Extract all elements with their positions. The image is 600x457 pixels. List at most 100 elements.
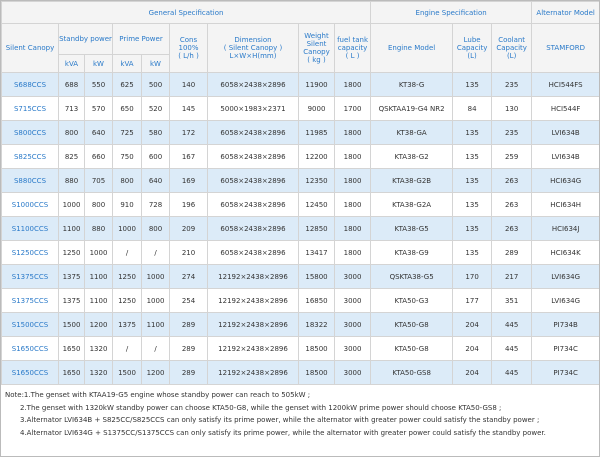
- table-cell: QSKTA38-G5: [370, 264, 454, 289]
- table-cell: 1800: [333, 192, 372, 217]
- table-cell: 289: [169, 336, 208, 361]
- model-cell: S800CCS: [1, 120, 59, 145]
- table-cell: 12192×2438×2896: [207, 288, 299, 313]
- table-cell: 274: [169, 264, 208, 289]
- table-cell: 3000: [333, 360, 372, 385]
- table-cell: 289: [169, 360, 208, 385]
- table-cell: 688: [58, 72, 85, 97]
- data-row: S1375CCS 1375 1100 1250 1000 274 12192×2438×28…: [1, 264, 599, 289]
- spec-table: General Specification Engine Specificatio…: [1, 1, 599, 385]
- table-cell: 135: [452, 192, 493, 217]
- table-cell: 725: [112, 120, 142, 145]
- table-cell: 1320: [84, 360, 113, 385]
- data-row: S1100CCS 1100 880 1000 800 209 6058×2438×2896 1…: [1, 216, 599, 241]
- table-cell: 728: [141, 192, 170, 217]
- table-cell: 500: [141, 72, 170, 97]
- table-cell: 1100: [58, 216, 85, 241]
- table-cell: 1000: [58, 192, 85, 217]
- table-cell: 1650: [58, 360, 85, 385]
- table-cell: LVI634G: [531, 288, 599, 313]
- table-cell: 16850: [298, 288, 335, 313]
- column-header: fuel tank capacity( L ): [333, 23, 372, 73]
- header-line: Engine Model: [387, 44, 436, 52]
- table-cell: 1700: [333, 96, 372, 121]
- table-cell: 6058×2438×2896: [207, 192, 299, 217]
- table-cell: 580: [141, 120, 170, 145]
- table-cell: 520: [141, 96, 170, 121]
- table-cell: 3000: [333, 264, 372, 289]
- table-cell: 12192×2438×2896: [207, 312, 299, 337]
- table-cell: 209: [169, 216, 208, 241]
- table-cell: 910: [112, 192, 142, 217]
- table-cell: 1000: [141, 264, 170, 289]
- header-line: ( kg ): [307, 56, 326, 64]
- header-line: Canopy: [303, 48, 330, 56]
- table-cell: 6058×2438×2896: [207, 216, 299, 241]
- column-header: Engine Model: [370, 23, 454, 73]
- header-line: fuel tank: [337, 36, 368, 44]
- model-cell: S1375CCS: [1, 288, 59, 313]
- table-cell: 550: [84, 72, 113, 97]
- model-cell: S1250CCS: [1, 240, 59, 265]
- table-cell: 130: [491, 96, 533, 121]
- table-cell: 750: [112, 144, 142, 169]
- header-line: 100%: [178, 44, 199, 52]
- table-cell: 235: [491, 120, 533, 145]
- table-cell: 1000: [84, 240, 113, 265]
- header-line: Standby power: [59, 35, 112, 43]
- table-cell: 1100: [84, 264, 113, 289]
- table-cell: PI734C: [531, 360, 599, 385]
- table-cell: KTA38-G5: [370, 216, 454, 241]
- table-cell: 135: [452, 168, 493, 193]
- table-cell: 12450: [298, 192, 335, 217]
- table-cell: KTA38-G2A: [370, 192, 454, 217]
- table-cell: 12192×2438×2896: [207, 360, 299, 385]
- group-header: Alternator Model: [531, 1, 599, 24]
- model-cell: S825CCS: [1, 144, 59, 169]
- table-cell: KTA50-GS8: [370, 360, 454, 385]
- table-cell: 1375: [58, 264, 85, 289]
- table-cell: 204: [452, 312, 493, 337]
- table-cell: 1500: [112, 360, 142, 385]
- table-cell: 445: [491, 312, 533, 337]
- table-cell: 825: [58, 144, 85, 169]
- header-line: Lube: [463, 36, 481, 44]
- table-cell: 263: [491, 168, 533, 193]
- table-cell: 167: [169, 144, 208, 169]
- model-cell: S1000CCS: [1, 192, 59, 217]
- table-cell: KTA50-G3: [370, 288, 454, 313]
- data-row: S800CCS 800 640 725 580 172 6058×2438×2896 1198…: [1, 120, 599, 145]
- table-cell: 172: [169, 120, 208, 145]
- table-cell: 800: [58, 120, 85, 145]
- table-cell: HCI634G: [531, 168, 599, 193]
- table-cell: 6058×2438×2896: [207, 120, 299, 145]
- table-cell: HCI634J: [531, 216, 599, 241]
- table-cell: HCI544F: [531, 96, 599, 121]
- data-row: S1650CCS 1650 1320//289 12192×2438×2896 1850…: [1, 336, 599, 361]
- data-row: S1500CCS 1500 1200 1375 1100 289 12192×2438×28…: [1, 312, 599, 337]
- table-cell: 210: [169, 240, 208, 265]
- table-cell: KT38-G: [370, 72, 454, 97]
- note: 2.The genset with 1320kW standby power c…: [20, 403, 502, 412]
- note: Note:1.The genset with KTAA19-G5 engine …: [5, 391, 311, 399]
- table-cell: LVI634B: [531, 144, 599, 169]
- table-cell: 1800: [333, 168, 372, 193]
- table-cell: 15800: [298, 264, 335, 289]
- table-cell: 140: [169, 72, 208, 97]
- table-cell: 640: [141, 168, 170, 193]
- table-cell: 800: [112, 168, 142, 193]
- table-cell: PI734C: [531, 336, 599, 361]
- table-cell: 1100: [141, 312, 170, 337]
- header-line: ( Silent Canopy ): [223, 44, 283, 52]
- unit-header: kVA: [58, 54, 85, 73]
- table-cell: 196: [169, 192, 208, 217]
- table-cell: 1800: [333, 72, 372, 97]
- table-cell: 135: [452, 144, 493, 169]
- table-cell: 18500: [298, 336, 335, 361]
- table-cell: 1000: [141, 288, 170, 313]
- table-cell: 177: [452, 288, 493, 313]
- table-cell: 6058×2438×2896: [207, 72, 299, 97]
- notes: Note:1.The genset with KTAA19-G5 engine …: [1, 385, 599, 439]
- model-cell: S715CCS: [1, 96, 59, 121]
